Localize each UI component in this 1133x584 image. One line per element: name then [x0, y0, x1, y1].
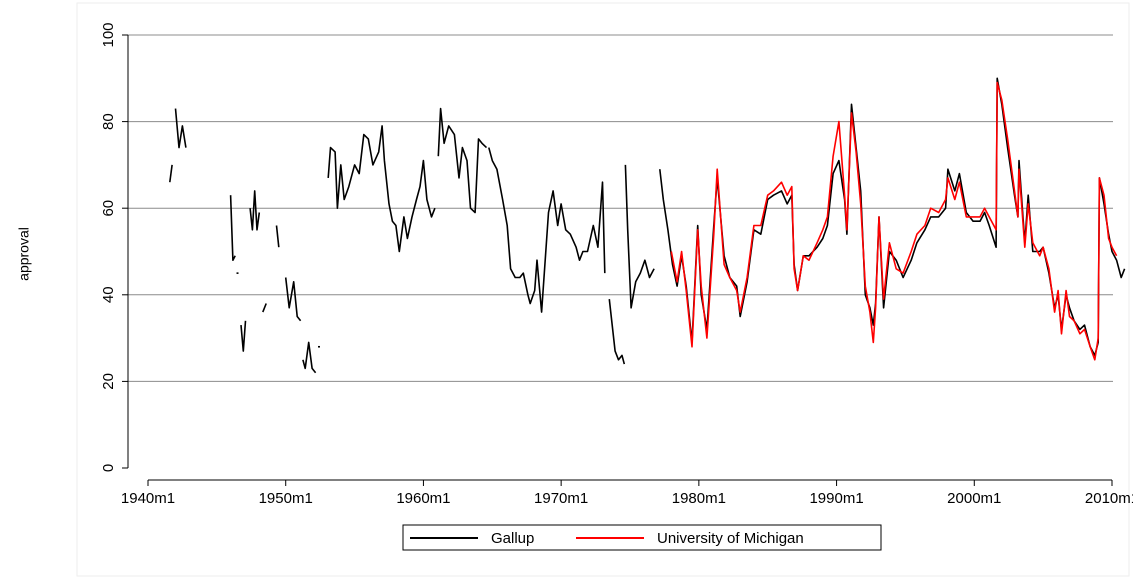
- x-tick-label-1950m1: 1950m1: [259, 490, 313, 507]
- series-gallup-segment: [624, 164, 655, 309]
- x-tick-label-1970m1: 1970m1: [534, 490, 588, 507]
- x-tick-label-1960m1: 1960m1: [396, 490, 450, 507]
- series-university-of-michigan-segment: [670, 81, 1118, 361]
- series-gallup-segment: [488, 147, 606, 313]
- series-gallup-segment: [275, 225, 280, 248]
- plot-region-border: [76, 2, 1130, 577]
- y-tick-label-20: 20: [100, 373, 117, 390]
- y-axis-title: approval: [16, 227, 32, 281]
- series-gallup-segment: [174, 108, 187, 149]
- x-tick-label-2010m1: 2010m1: [1085, 490, 1133, 507]
- y-tick-label-0: 0: [100, 464, 117, 472]
- series-gallup-segment: [169, 164, 173, 183]
- axes: 0 20 40 60 80 100 1940m1 1950m1 1960m1 1970m1 1980…: [100, 22, 1133, 507]
- series-gallup-segment: [284, 277, 302, 322]
- x-tick-label-1940m1: 1940m1: [121, 490, 175, 507]
- series-gallup-segment: [608, 299, 626, 365]
- legend-label-university-of-michigan: University of Michigan: [657, 530, 804, 547]
- x-tick-label-2000m1: 2000m1: [947, 490, 1001, 507]
- y-tick-label-60: 60: [100, 200, 117, 217]
- legend-label-gallup: Gallup: [491, 530, 534, 547]
- x-tick-label-1990m1: 1990m1: [809, 490, 863, 507]
- series-gallup-segment: [240, 320, 247, 352]
- legend: Gallup University of Michigan: [402, 524, 882, 551]
- series-gallup-segment: [262, 303, 267, 313]
- series-gallup-segment: [327, 125, 436, 253]
- y-tick-label-80: 80: [100, 113, 117, 130]
- y-tick-label-40: 40: [100, 286, 117, 303]
- series-university-of-michigan: [670, 81, 1118, 361]
- x-tick-label-1980m1: 1980m1: [672, 490, 726, 507]
- series-gallup-segment: [229, 195, 236, 261]
- series-lines: [169, 77, 1126, 374]
- series-gallup-segment: [437, 107, 488, 214]
- series-gallup-segment: [302, 341, 317, 374]
- series-gallup-segment: [249, 190, 261, 231]
- y-tick-label-100: 100: [100, 22, 117, 47]
